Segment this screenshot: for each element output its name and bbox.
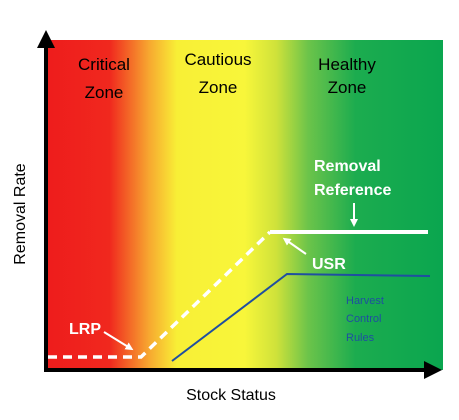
removal-reference-dashed-segment	[48, 230, 272, 359]
healthy-zone-label-line2: Zone	[328, 78, 367, 97]
healthy-zone-label-line1: Healthy	[318, 55, 376, 74]
usr-label: USR	[312, 256, 346, 273]
lrp-label: LRP	[69, 321, 101, 338]
lrp-arrow	[103, 331, 134, 351]
zone-gradient-background	[46, 40, 443, 370]
y-axis-arrowhead	[37, 30, 55, 48]
critical-zone-label-line1: Critical	[78, 55, 130, 74]
x-axis-label: Stock Status	[186, 387, 276, 404]
x-axis-arrowhead	[424, 361, 442, 379]
cautious-zone-label-line2: Zone	[199, 78, 238, 97]
removal-reference-label-line2: Reference	[314, 182, 391, 199]
harvest-control-rules-label-line1: Harvest	[346, 295, 384, 307]
harvest-control-rule-line	[171, 272, 431, 362]
critical-zone-label-line2: Zone	[85, 83, 124, 102]
y-axis-label: Removal Rate	[12, 163, 29, 264]
removal-reference-label-line1: Removal	[314, 158, 381, 175]
harvest-control-rules-label-line3: Rules	[346, 332, 375, 344]
harvest-control-rules-label-line2: Control	[346, 313, 381, 325]
cautious-zone-label-line1: Cautious	[184, 50, 251, 69]
usr-arrow	[282, 237, 307, 255]
